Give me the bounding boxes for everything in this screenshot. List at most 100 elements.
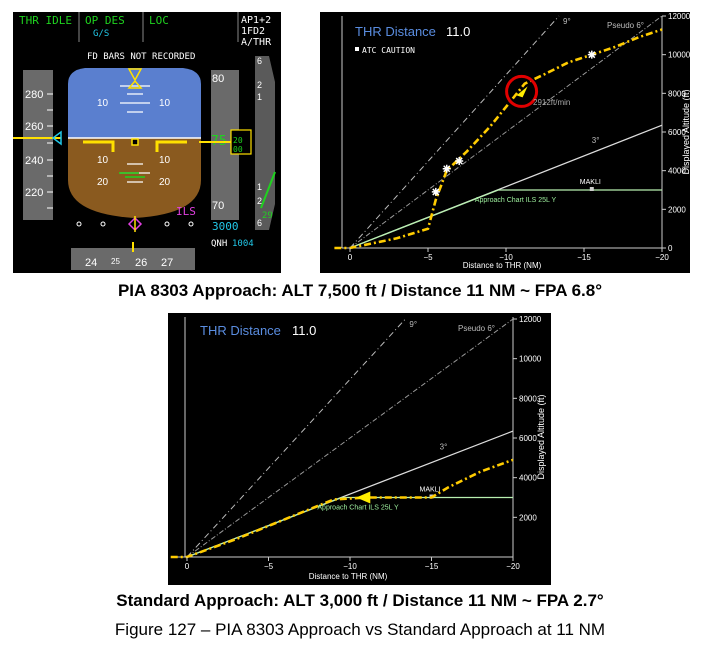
aircraft-marker: [356, 491, 371, 504]
y-ticks: 2000 4000 6000 8000 10000 12000: [513, 315, 542, 522]
approach-chart-line: MAKLI Approach Chart ILS 25L Y: [349, 179, 662, 249]
heading-tape: [71, 248, 195, 270]
y-ticks: 0 2000 4000 6000 8000 10000 12000: [662, 12, 691, 253]
ils-label: ILS: [176, 205, 196, 218]
pitch-mark: 10: [97, 155, 109, 166]
speed-tick: 260: [25, 121, 43, 133]
fd-status: FD BARS NOT RECORDED: [87, 52, 195, 62]
reference-line: [349, 15, 560, 249]
vs-tick: 6: [257, 56, 262, 66]
reference-line-label: 3°: [592, 136, 600, 145]
alt-tick: 70: [212, 200, 224, 212]
pitch-mark: 10: [159, 155, 171, 166]
chart-standard: THR Distance 11.0 9° Pseudo 6° 3° MAKLI App…: [168, 313, 551, 585]
approach-chart-label: Approach Chart ILS 25L Y: [475, 197, 557, 204]
vs-tick: 1: [257, 182, 262, 192]
speed-tick: 220: [25, 187, 43, 199]
heading-tick: 24: [85, 257, 97, 269]
y-tick-label: 4000: [668, 167, 686, 176]
legend-marker-icon: [355, 47, 359, 51]
figure-caption: Figure 127 – PIA 8303 Approach vs Standa…: [114, 620, 606, 639]
roll-index-icon: [127, 79, 143, 89]
flight-path: [334, 28, 663, 250]
speed-tape: [23, 70, 53, 220]
y-axis-label: Displayed Altitude (ft): [681, 89, 690, 174]
aircraft-symbol-icon: [83, 140, 187, 152]
vs-tick: 1: [257, 92, 262, 102]
x-ticks: 0 −5 −10 −15 −20: [185, 557, 520, 571]
y-tick-label: 8000: [519, 394, 537, 403]
chart-pia8303: THR Distance 11.0 ATC CAUTION 9° Pseudo 6…: [320, 12, 691, 273]
caution-points: [431, 50, 596, 196]
y-tick-label: 12000: [668, 12, 690, 21]
fix-label: MAKLI: [580, 179, 601, 186]
heading-tick: 26: [135, 257, 147, 269]
fma-vertical-armed: G/S: [93, 29, 109, 39]
caption-bottom: Standard Approach: ALT 3,000 ft / Distan…: [116, 591, 604, 610]
atc-caution-point: [587, 50, 596, 59]
x-ticks: 0 −5 −10 −15 −20: [348, 248, 669, 262]
fma-vertical: OP DES: [85, 14, 125, 27]
alt-tick: 80: [212, 73, 224, 85]
vs-tick: 2: [257, 80, 262, 90]
speed-tick: 240: [25, 155, 43, 167]
altitude-readout-units: 00: [233, 145, 243, 154]
y-tick-label: 10000: [668, 51, 690, 60]
x-tick-label: −10: [499, 253, 513, 262]
y-tick-label: 2000: [668, 205, 686, 214]
x-tick-label: 0: [185, 562, 190, 571]
chart-title-value: 11.0: [446, 24, 470, 39]
vs-needle: [260, 171, 276, 209]
pitch-mark: 10: [159, 98, 171, 109]
vs-tick: 6: [257, 218, 262, 228]
qnh-value: 1004: [232, 239, 254, 249]
localizer-diamond-icon: [127, 216, 143, 232]
y-tick-label: 6000: [668, 128, 686, 137]
aircraft-arrow-icon: [356, 491, 371, 504]
highlight-circle: [505, 74, 539, 108]
fma-thrust: THR IDLE: [19, 14, 72, 27]
reference-lines: 9° Pseudo 6° 3°: [186, 318, 514, 558]
x-tick-label: −20: [506, 562, 520, 571]
x-tick-label: −5: [264, 562, 274, 571]
atc-caution-point: [442, 164, 451, 173]
altitude-readout-tens: 20: [233, 136, 243, 145]
y-tick-label: 6000: [519, 434, 537, 443]
fix-label: MAKLI: [420, 487, 441, 494]
y-tick-label: 4000: [519, 474, 537, 483]
x-tick-label: −10: [343, 562, 357, 571]
reference-line-label: Pseudo 6°: [458, 324, 495, 333]
heading-tick: 27: [161, 257, 173, 269]
legend-atc-caution: ATC CAUTION: [362, 46, 415, 55]
flight-path: [170, 458, 514, 559]
y-tick-label: 10000: [519, 355, 542, 364]
y-tick-label: 8000: [668, 89, 686, 98]
pfd-graphic: THR IDLE OP DES G/S LOC AP1+2 1FD2 A/THR…: [13, 12, 276, 270]
vs-tick: 2: [257, 196, 262, 206]
chart-title-value: 11.0: [292, 323, 316, 338]
primary-flight-display: THR IDLE OP DES G/S LOC AP1+2 1FD2 A/THR…: [13, 12, 281, 273]
chart-standard-svg: THR Distance 11.0 9° Pseudo 6° 3° MAKLI App…: [170, 315, 546, 581]
x-tick-label: −5: [423, 253, 433, 262]
pitch-mark: 20: [159, 177, 171, 188]
y-axis-label: Displayed Altitude (ft): [536, 394, 546, 479]
x-axis-label: Distance to THR (NM): [309, 572, 388, 581]
fma-fd: 1FD2: [241, 26, 265, 37]
reference-line: [186, 318, 514, 558]
caption-top: PIA 8303 Approach: ALT 7,500 ft / Distan…: [117, 281, 603, 300]
pitch-mark: 20: [97, 177, 109, 188]
pitch-mark: 10: [97, 98, 109, 109]
y-tick-label: 2000: [519, 513, 537, 522]
reference-line: [349, 15, 663, 249]
flight-path-line: [170, 458, 514, 559]
atc-caution-point: [455, 157, 464, 165]
aircraft-arrow-icon: [516, 86, 528, 98]
x-axis-label: Distance to THR (NM): [463, 261, 542, 270]
reference-line-label: 3°: [440, 442, 448, 451]
reference-line-label: 9°: [409, 320, 417, 329]
selected-altitude: 3000: [212, 220, 239, 233]
approach-chart-path: [349, 189, 662, 249]
x-tick-label: 0: [348, 253, 353, 262]
approach-chart-label: Approach Chart ILS 25L Y: [317, 505, 399, 512]
qnh-label: QNH: [211, 239, 227, 249]
